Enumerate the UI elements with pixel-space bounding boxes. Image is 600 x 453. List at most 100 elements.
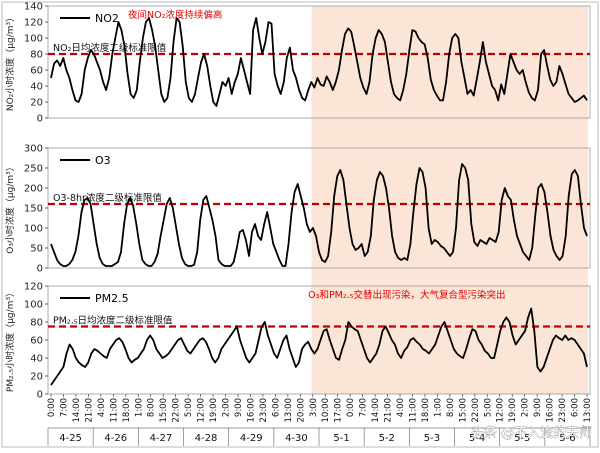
legend-label: PM2.5: [95, 292, 129, 305]
y-tick-label: 100: [24, 300, 43, 311]
x-tick-label: 7:00: [359, 398, 369, 417]
y-tick-label: 200: [24, 184, 43, 195]
x-tick-label: 9:00: [234, 398, 244, 417]
date-label: 5-5: [514, 433, 530, 444]
x-tick-label: 11:00: [408, 398, 418, 423]
x-tick-label: 4:00: [97, 398, 107, 417]
x-tick-label: 13:00: [284, 398, 294, 423]
legend-label: O3: [95, 154, 111, 167]
x-tick-label: 22:00: [172, 398, 182, 423]
x-tick-label: 15:00: [159, 398, 169, 423]
y-tick-label: 120: [24, 282, 43, 293]
y-tick-label: 60: [30, 66, 43, 77]
x-tick-label: 7:00: [59, 398, 69, 417]
x-tick-label: 21:00: [384, 398, 394, 423]
x-tick-label: 23:00: [259, 398, 269, 423]
y-tick-label: 50: [30, 244, 43, 255]
highlight-period-band: [311, 6, 588, 394]
annotation-text: 夜间NO₂浓度持续偏高: [128, 9, 222, 21]
x-tick-label: 18:00: [122, 398, 132, 423]
y-tick-label: 100: [24, 224, 43, 235]
y-axis-label: NO₂小时浓度（μg/m³）: [4, 13, 16, 111]
x-tick-label: 21:00: [84, 398, 94, 423]
x-tick-label: 17:00: [334, 398, 344, 423]
date-label: 4-25: [59, 433, 82, 444]
y-tick-label: 150: [24, 204, 43, 215]
threshold-label: PM₂.₅日均浓度二级标准限值: [53, 315, 173, 327]
x-tick-label: 6:00: [271, 398, 281, 417]
y-axis-label: O₃小时浓度（μg/m³）: [4, 162, 16, 254]
legend-label: NO2: [95, 12, 119, 25]
x-tick-label: 10:00: [321, 398, 331, 423]
x-tick-label: 3:00: [309, 398, 319, 417]
date-label: 4-28: [195, 433, 218, 444]
y-tick-label: 40: [30, 354, 43, 365]
x-tick-label: 6:00: [571, 398, 581, 417]
x-tick-label: 14:00: [371, 398, 381, 423]
date-label: 5-4: [469, 433, 485, 444]
x-tick-label: 2:00: [222, 398, 232, 417]
panel-o3: 0 50 100 150 200 250 300 O₃小时浓度（μg/m³） O3-8hr浓度二…: [4, 144, 591, 275]
y-tick-label: 0: [37, 390, 43, 401]
x-tick-label: 4:00: [396, 398, 406, 417]
x-tick-label: 1:00: [433, 398, 443, 417]
x-tick-label: 20:00: [296, 398, 306, 423]
y-tick-label: 140: [24, 2, 43, 13]
x-tick-label: 18:00: [421, 398, 431, 423]
threshold-label: NO₂日均浓度二级标准限值: [53, 42, 167, 54]
y-tick-label: 0: [37, 114, 43, 125]
x-tick-label: 12:00: [496, 398, 506, 423]
y-tick-label: 80: [30, 50, 43, 61]
date-label: 5-2: [379, 433, 395, 444]
annotation-text: O₃和PM₂.₅交替出现污染，大气复合型污染突出: [308, 289, 505, 301]
x-axis: 0:00 7:00 14:00 21:00 4:00 11:00 18:00 1:00 8:00…: [47, 394, 593, 446]
y-tick-label: 40: [30, 82, 43, 93]
y-tick-label: 0: [37, 264, 43, 275]
x-tick-label: 19:00: [508, 398, 518, 423]
x-tick-label: 15:00: [458, 398, 468, 423]
watermark-text: 头条 @不入流的天师: [471, 425, 592, 441]
x-tick-label: 13:00: [583, 398, 593, 423]
date-label: 4-27: [150, 433, 173, 444]
x-tick-label: 5:00: [483, 398, 493, 417]
x-tick-label: 11:00: [109, 398, 119, 423]
x-tick-label: 19:00: [209, 398, 219, 423]
date-label: 5-3: [424, 433, 440, 444]
date-label: 4-29: [240, 433, 263, 444]
x-tick-label: 1:00: [134, 398, 144, 417]
x-tick-label: 22:00: [471, 398, 481, 423]
x-tick-label: 16:00: [546, 398, 556, 423]
x-tick-label: 0:00: [346, 398, 356, 417]
x-tick-label: 14:00: [72, 398, 82, 423]
y-tick-label: 20: [30, 98, 43, 109]
date-label: 4-26: [104, 433, 127, 444]
panel-no2: 0 20 40 60 80 100 120 140 NO₂小时浓度（μg/m³） NO₂日均浓度二…: [4, 2, 591, 125]
y-axis-label: PM₂.₅小时浓度（μg/m³）: [4, 288, 16, 392]
x-tick-label: 16:00: [246, 398, 256, 423]
plot-frame: [47, 5, 591, 119]
x-tick-label: 0:00: [47, 398, 57, 417]
y-tick-label: 300: [24, 144, 43, 155]
y-tick-label: 100: [24, 34, 43, 45]
threshold-label: O3-8hr浓度二级标准限值: [53, 192, 162, 204]
series-line-no2: [50, 17, 588, 107]
series-line-pm25: [50, 307, 588, 386]
date-label: 5-1: [333, 433, 349, 444]
series-line-o3: [50, 163, 588, 267]
x-tick-label: 2:00: [521, 398, 531, 417]
x-tick-label: 9:00: [533, 398, 543, 417]
x-tick-label: 8:00: [147, 398, 157, 417]
date-label: 4-30: [285, 433, 308, 444]
date-label: 5-6: [559, 433, 575, 444]
y-tick-label: 250: [24, 164, 43, 175]
y-tick-label: 60: [30, 336, 43, 347]
x-tick-label: 8:00: [446, 398, 456, 417]
y-tick-label: 120: [24, 18, 43, 29]
y-tick-label: 20: [30, 372, 43, 383]
x-tick-label: 23:00: [558, 398, 568, 423]
panel-pm25: 0 20 40 60 80 100 120 PM₂.₅小时浓度（μg/m³） PM₂.₅日均浓度…: [4, 282, 591, 401]
y-tick-label: 80: [30, 318, 43, 329]
